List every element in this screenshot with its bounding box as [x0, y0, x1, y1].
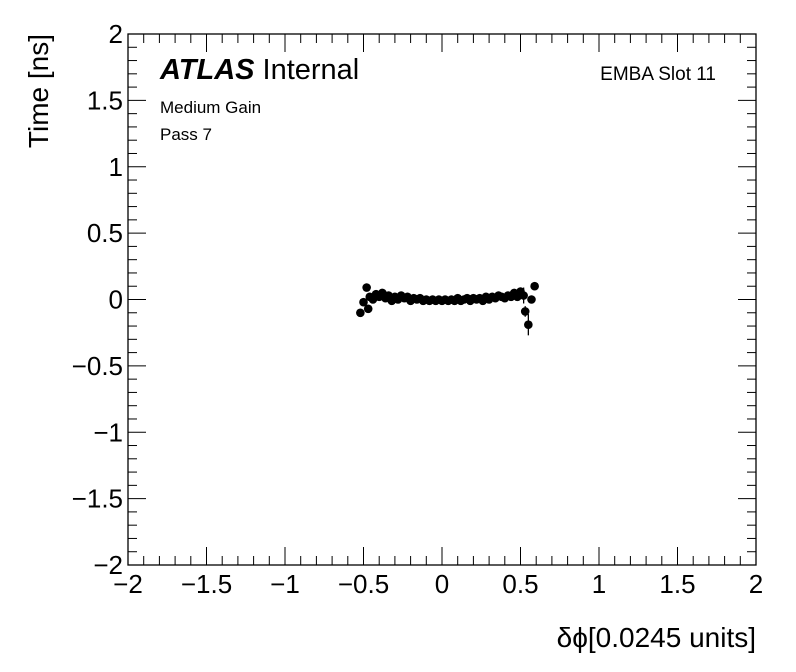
y-tick-label: 0 [109, 285, 123, 315]
x-tick-label: 1 [592, 569, 606, 599]
y-axis-title: Time [ns] [23, 34, 54, 148]
atlas-logo-text: ATLAS [159, 54, 255, 86]
x-tick-label: 1.5 [659, 569, 695, 599]
y-tick-label: −0.5 [72, 351, 123, 381]
y-tick-labels: −2 −1.5 −1 −0.5 0 0.5 1 1.5 2 [72, 19, 123, 580]
x-tick-label: −0.5 [338, 569, 389, 599]
x-axis-title: δϕ[0.0245 units] [557, 622, 756, 653]
data-point [519, 291, 528, 300]
x-tick-label: −2 [113, 569, 143, 599]
data-point [527, 295, 536, 304]
y-tick-label: −1.5 [72, 484, 123, 514]
x-tick-label: −1 [270, 569, 300, 599]
y-tick-label: −2 [93, 550, 123, 580]
pass-label: Pass 7 [160, 125, 212, 144]
data-point [520, 307, 530, 316]
gain-label: Medium Gain [160, 98, 261, 117]
data-point [356, 308, 365, 318]
axis-ticks [127, 33, 757, 566]
x-tick-label: 0 [435, 569, 449, 599]
data-point [362, 283, 371, 292]
x-tick-label: 0.5 [502, 569, 538, 599]
y-tick-label: 0.5 [87, 218, 123, 248]
y-tick-label: 1.5 [87, 85, 123, 115]
internal-text: Internal [263, 54, 360, 86]
x-tick-label: −1.5 [181, 569, 232, 599]
data-point [363, 304, 373, 314]
atlas-label: ATLAS Internal [159, 54, 359, 86]
data-point [530, 281, 539, 291]
y-tick-label: 2 [109, 19, 123, 49]
data-point [524, 320, 533, 330]
y-tick-label: −1 [93, 417, 123, 447]
module-label: EMBA Slot 11 [600, 64, 716, 85]
data-point [359, 297, 368, 307]
y-tick-label: 1 [109, 152, 123, 182]
x-tick-label: 2 [749, 569, 763, 599]
x-tick-labels: −2 −1.5 −1 −0.5 0 0.5 1 1.5 2 [113, 569, 763, 599]
data-markers [356, 281, 539, 336]
